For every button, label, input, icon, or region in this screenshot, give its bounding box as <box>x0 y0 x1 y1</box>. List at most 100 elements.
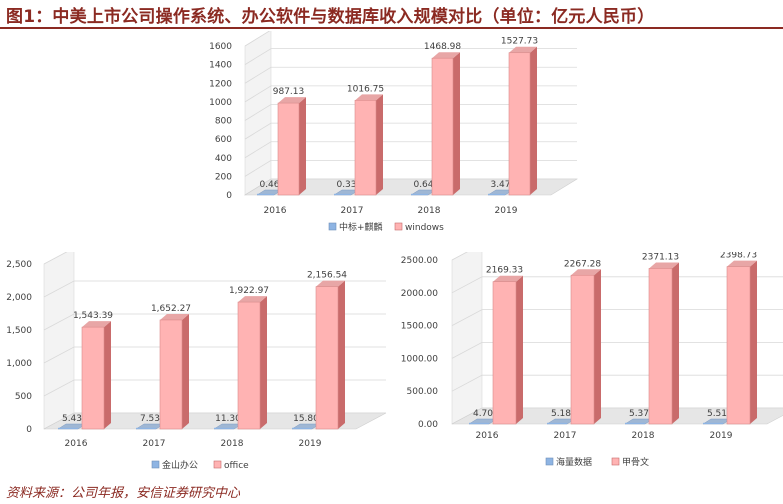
data-label-甲骨文: 2398.73 <box>720 252 757 261</box>
data-label-office: 1,652.27 <box>151 304 191 314</box>
y-tick-label: 2000.00 <box>401 289 438 299</box>
bar-甲骨文-top <box>571 269 601 276</box>
bar-甲骨文-side <box>750 260 757 424</box>
legend-swatch-金山办公 <box>151 460 160 469</box>
data-label-中标+麒麟: 0.64 <box>413 180 433 190</box>
y-tick-label: 2,000 <box>6 293 32 303</box>
chart-back-wall <box>482 252 783 408</box>
y-tick-label: 1,500 <box>6 326 32 336</box>
legend-swatch-office <box>213 460 222 469</box>
x-tick-label: 2016 <box>65 439 88 449</box>
legend-label-windows: windows <box>405 223 444 233</box>
data-label-office: 1,543.39 <box>73 311 113 321</box>
gridline <box>244 66 577 84</box>
bar-金山办公-front <box>214 427 234 429</box>
chart-side-wall <box>451 252 483 425</box>
legend-label-office: office <box>224 461 249 471</box>
data-label-windows: 1527.73 <box>501 37 538 47</box>
bar-windows-top <box>509 46 537 53</box>
gridline <box>451 276 783 294</box>
gridline <box>43 313 386 331</box>
bar-甲骨文-top <box>493 275 523 282</box>
y-tick-label: 400 <box>215 154 232 164</box>
gridline <box>244 85 577 103</box>
chart-database-revenue: 0.00 500.00 1000.00 1500.00 2000.00 2500.00 4.… <box>392 252 783 480</box>
y-tick-label: 1,000 <box>6 359 32 369</box>
data-label-金山办公: 11.30 <box>215 414 241 424</box>
bar-甲骨文-top <box>649 262 679 269</box>
bar-office-top <box>82 321 111 328</box>
bar-甲骨文-side <box>594 269 601 424</box>
bar-windows-top <box>432 52 460 59</box>
data-label-office: 2,156.54 <box>307 271 347 281</box>
chart-office-revenue-svg: 0 500 1,000 1,500 2,000 2,500 5.43 1,543.39 2016… <box>6 252 387 471</box>
data-label-海量数据: 5.18 <box>551 409 571 419</box>
data-label-甲骨文: 2371.13 <box>642 252 679 262</box>
data-label-windows: 1468.98 <box>424 42 461 52</box>
bar-windows-top <box>278 97 306 104</box>
data-label-office: 1,922.97 <box>229 286 269 296</box>
bar-office-side <box>338 280 345 429</box>
data-label-甲骨文: 2169.33 <box>486 266 523 276</box>
bar-windows-side <box>299 97 306 195</box>
y-tick-label: 800 <box>215 117 232 127</box>
bar-金山办公-front <box>292 427 312 429</box>
data-label-金山办公: 7.53 <box>140 414 160 424</box>
legend-label-海量数据: 海量数据 <box>556 456 592 468</box>
gridline <box>43 280 386 298</box>
x-tick-label: 2019 <box>710 431 733 441</box>
bar-海量数据-front <box>625 422 645 424</box>
bar-windows <box>431 57 454 196</box>
bar-甲骨文 <box>492 281 517 425</box>
bar-中标+麒麟-front <box>488 193 505 195</box>
data-label-windows: 987.13 <box>273 87 305 97</box>
legend-swatch-甲骨文 <box>611 457 620 466</box>
data-label-中标+麒麟: 0.46 <box>259 180 279 190</box>
bar-海量数据-front <box>547 422 567 424</box>
chart-back-wall <box>74 252 386 413</box>
bar-中标+麒麟-front <box>334 193 351 195</box>
figure-title: 图1：中美上市公司操作系统、办公软件与数据库收入规模对比（单位：亿元人民币） <box>6 7 655 24</box>
y-tick-label: 0.00 <box>418 420 438 430</box>
y-tick-label: 500.00 <box>407 387 439 397</box>
bar-甲骨文 <box>648 268 673 425</box>
chart-database-revenue-svg: 0.00 500.00 1000.00 1500.00 2000.00 2500.00 4.… <box>401 252 783 468</box>
y-tick-label: 2,500 <box>6 260 32 270</box>
bar-海量数据-front <box>703 422 723 424</box>
bar-甲骨文-top <box>727 260 757 267</box>
bar-windows-top <box>355 94 383 101</box>
bar-office-side <box>260 296 267 429</box>
gridline <box>244 141 577 159</box>
chart-side-wall <box>244 31 272 196</box>
y-tick-label: 500 <box>15 392 32 402</box>
y-tick-label: 0 <box>26 425 32 435</box>
data-label-海量数据: 4.70 <box>473 409 493 419</box>
bar-windows <box>508 52 531 196</box>
gridline <box>451 374 783 392</box>
chart-side-wall <box>43 252 75 430</box>
x-tick-label: 2016 <box>476 431 499 441</box>
data-label-中标+麒麟: 0.33 <box>336 180 356 190</box>
y-tick-label: 600 <box>215 135 232 145</box>
bar-office <box>81 326 105 430</box>
x-tick-label: 2018 <box>632 431 655 441</box>
bar-office-top <box>160 313 189 320</box>
bar-windows-side <box>376 94 383 195</box>
chart-os-revenue: 0 200 400 600 800 1000 1200 1400 1600 0.46 987.13 2… <box>195 31 590 242</box>
y-tick-label: 1200 <box>209 79 232 89</box>
y-tick-label: 1000 <box>209 98 232 108</box>
gridline <box>43 379 386 397</box>
bar-windows-side <box>530 46 537 195</box>
gridline <box>451 252 468 261</box>
legend-label-中标+麒麟: 中标+麒麟 <box>339 221 383 233</box>
gridline <box>244 31 271 47</box>
bar-office-top <box>316 280 345 287</box>
title-divider <box>0 27 783 29</box>
bar-office <box>315 286 339 430</box>
bar-金山办公-front <box>136 427 156 429</box>
bar-金山办公-front <box>58 427 78 429</box>
bar-甲骨文 <box>726 266 751 425</box>
x-tick-label: 2018 <box>418 206 441 216</box>
bar-中标+麒麟-front <box>257 193 274 195</box>
x-tick-label: 2017 <box>554 431 577 441</box>
